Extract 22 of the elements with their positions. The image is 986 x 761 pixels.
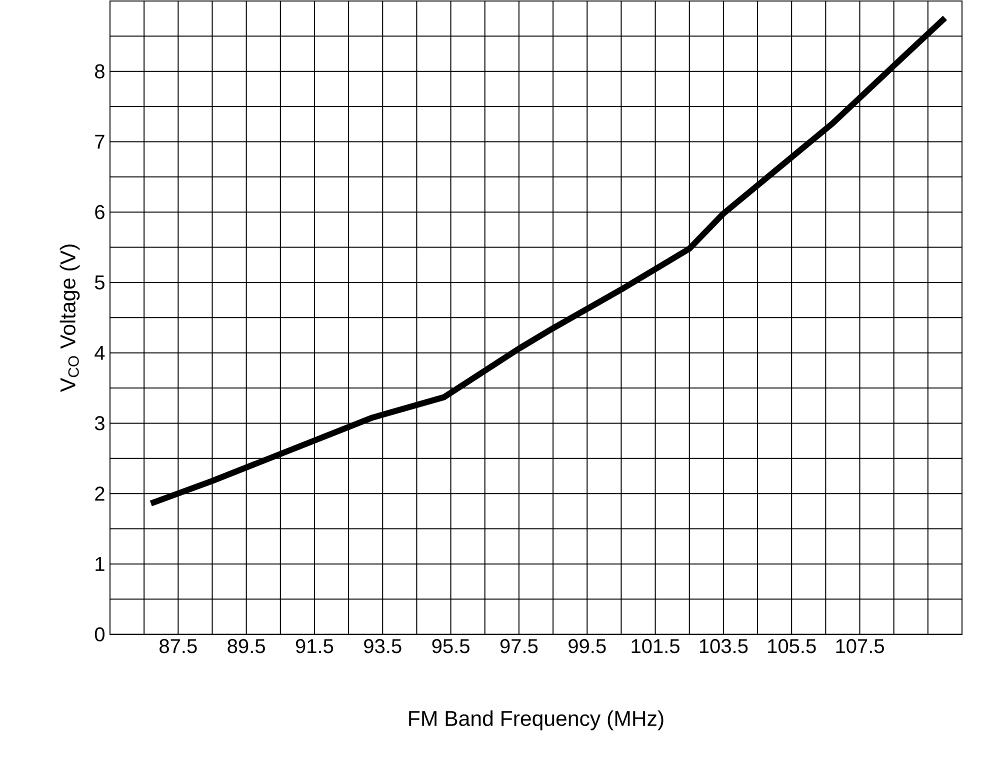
y-tick-label: 1 [96,557,104,571]
x-axis-title: FM Band Frequency (MHz) [409,710,664,730]
y-tick-label: 5 [94,276,104,290]
y-tick-label: 6 [95,205,104,220]
x-tick-label: 97.5 [500,639,538,654]
y-tick-label: 0 [94,627,104,642]
x-tick-label: 103.5 [700,639,748,654]
y-tick-label: 3 [94,416,104,430]
x-tick-label: 99.5 [568,639,606,654]
x-tick-label: 93.5 [364,639,402,654]
x-tick-label: 95.5 [432,639,470,654]
y-tick-label: 7 [95,134,104,149]
x-tick-label: 89.5 [228,639,265,654]
y-tick-label: 4 [94,346,105,360]
y-tick-label: 8 [95,64,104,78]
x-tick-label: 107.5 [836,639,884,654]
y-axis-title: V$_{CO}$ Voltage (V) [60,244,80,392]
x-tick-label: 87.5 [160,639,197,654]
x-tick-label: 101.5 [632,639,680,654]
x-tick-label: 91.5 [296,639,334,654]
x-tick-label: 105.5 [768,639,816,654]
y-tick-label: 2 [95,486,104,501]
